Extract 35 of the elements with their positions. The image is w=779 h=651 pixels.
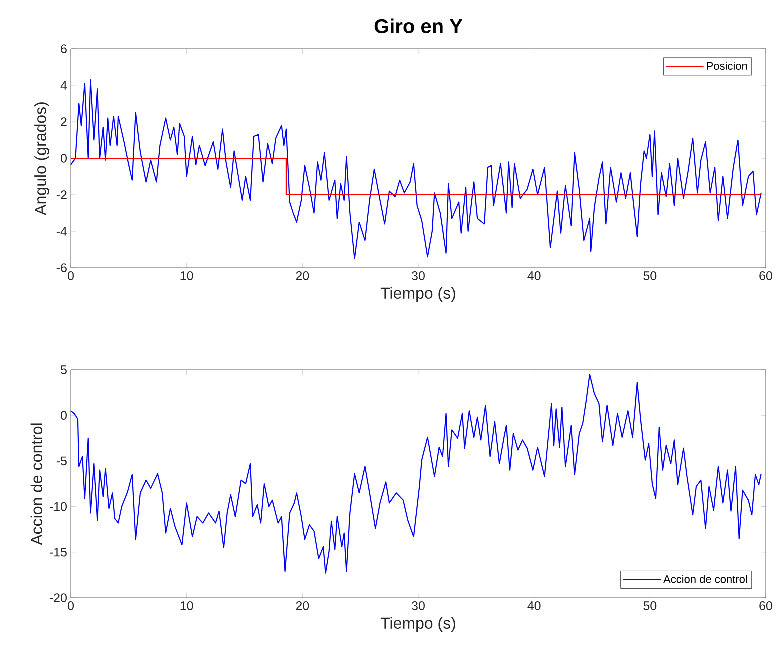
x-tick-label: 30 xyxy=(412,272,425,280)
y-tick-label: 5 xyxy=(61,366,67,374)
y-tick-label: 2 xyxy=(61,118,67,126)
y-tick-label: -4 xyxy=(56,227,68,236)
legend-label: Posicion xyxy=(707,62,748,70)
y-tick-label: 0 xyxy=(61,411,67,420)
x-tick-label: 30 xyxy=(412,602,425,610)
y-tick-label: -2 xyxy=(56,190,67,200)
x-tick-label: 0 xyxy=(68,602,74,610)
x-tick-label: 20 xyxy=(296,272,310,280)
x-tick-label: 40 xyxy=(528,272,541,280)
y-tick-label: 0 xyxy=(61,154,67,163)
x-tick-label: 20 xyxy=(296,602,310,610)
x-tick-label: 50 xyxy=(644,602,657,610)
y-tick-label: 6 xyxy=(61,44,67,54)
x-tick-label: 60 xyxy=(760,602,772,610)
y-axis-title: Accion de control xyxy=(30,424,43,546)
legend-label: Accion de control xyxy=(664,575,748,584)
x-axis-title: Tiempo (s) xyxy=(380,617,456,632)
y-tick-label: -10 xyxy=(50,502,67,512)
x-axis-title: Tiempo (s) xyxy=(380,287,456,302)
y-tick-label: -5 xyxy=(56,456,67,466)
y-tick-label: -15 xyxy=(50,548,67,557)
x-tick-label: 40 xyxy=(528,602,541,610)
line-series xyxy=(70,79,762,260)
y-tick-label: 4 xyxy=(60,81,68,90)
x-tick-label: 60 xyxy=(760,272,772,280)
chart-title: Giro en Y xyxy=(374,18,463,34)
x-tick-label: 10 xyxy=(180,602,194,610)
y-tick-label: -6 xyxy=(56,264,67,272)
x-tick-label: 50 xyxy=(644,272,657,280)
y-axis-title: Angulo (grados) xyxy=(34,102,50,216)
y-tick-label: -20 xyxy=(50,594,67,602)
x-tick-label: 0 xyxy=(68,272,74,280)
x-tick-label: 10 xyxy=(180,272,194,280)
